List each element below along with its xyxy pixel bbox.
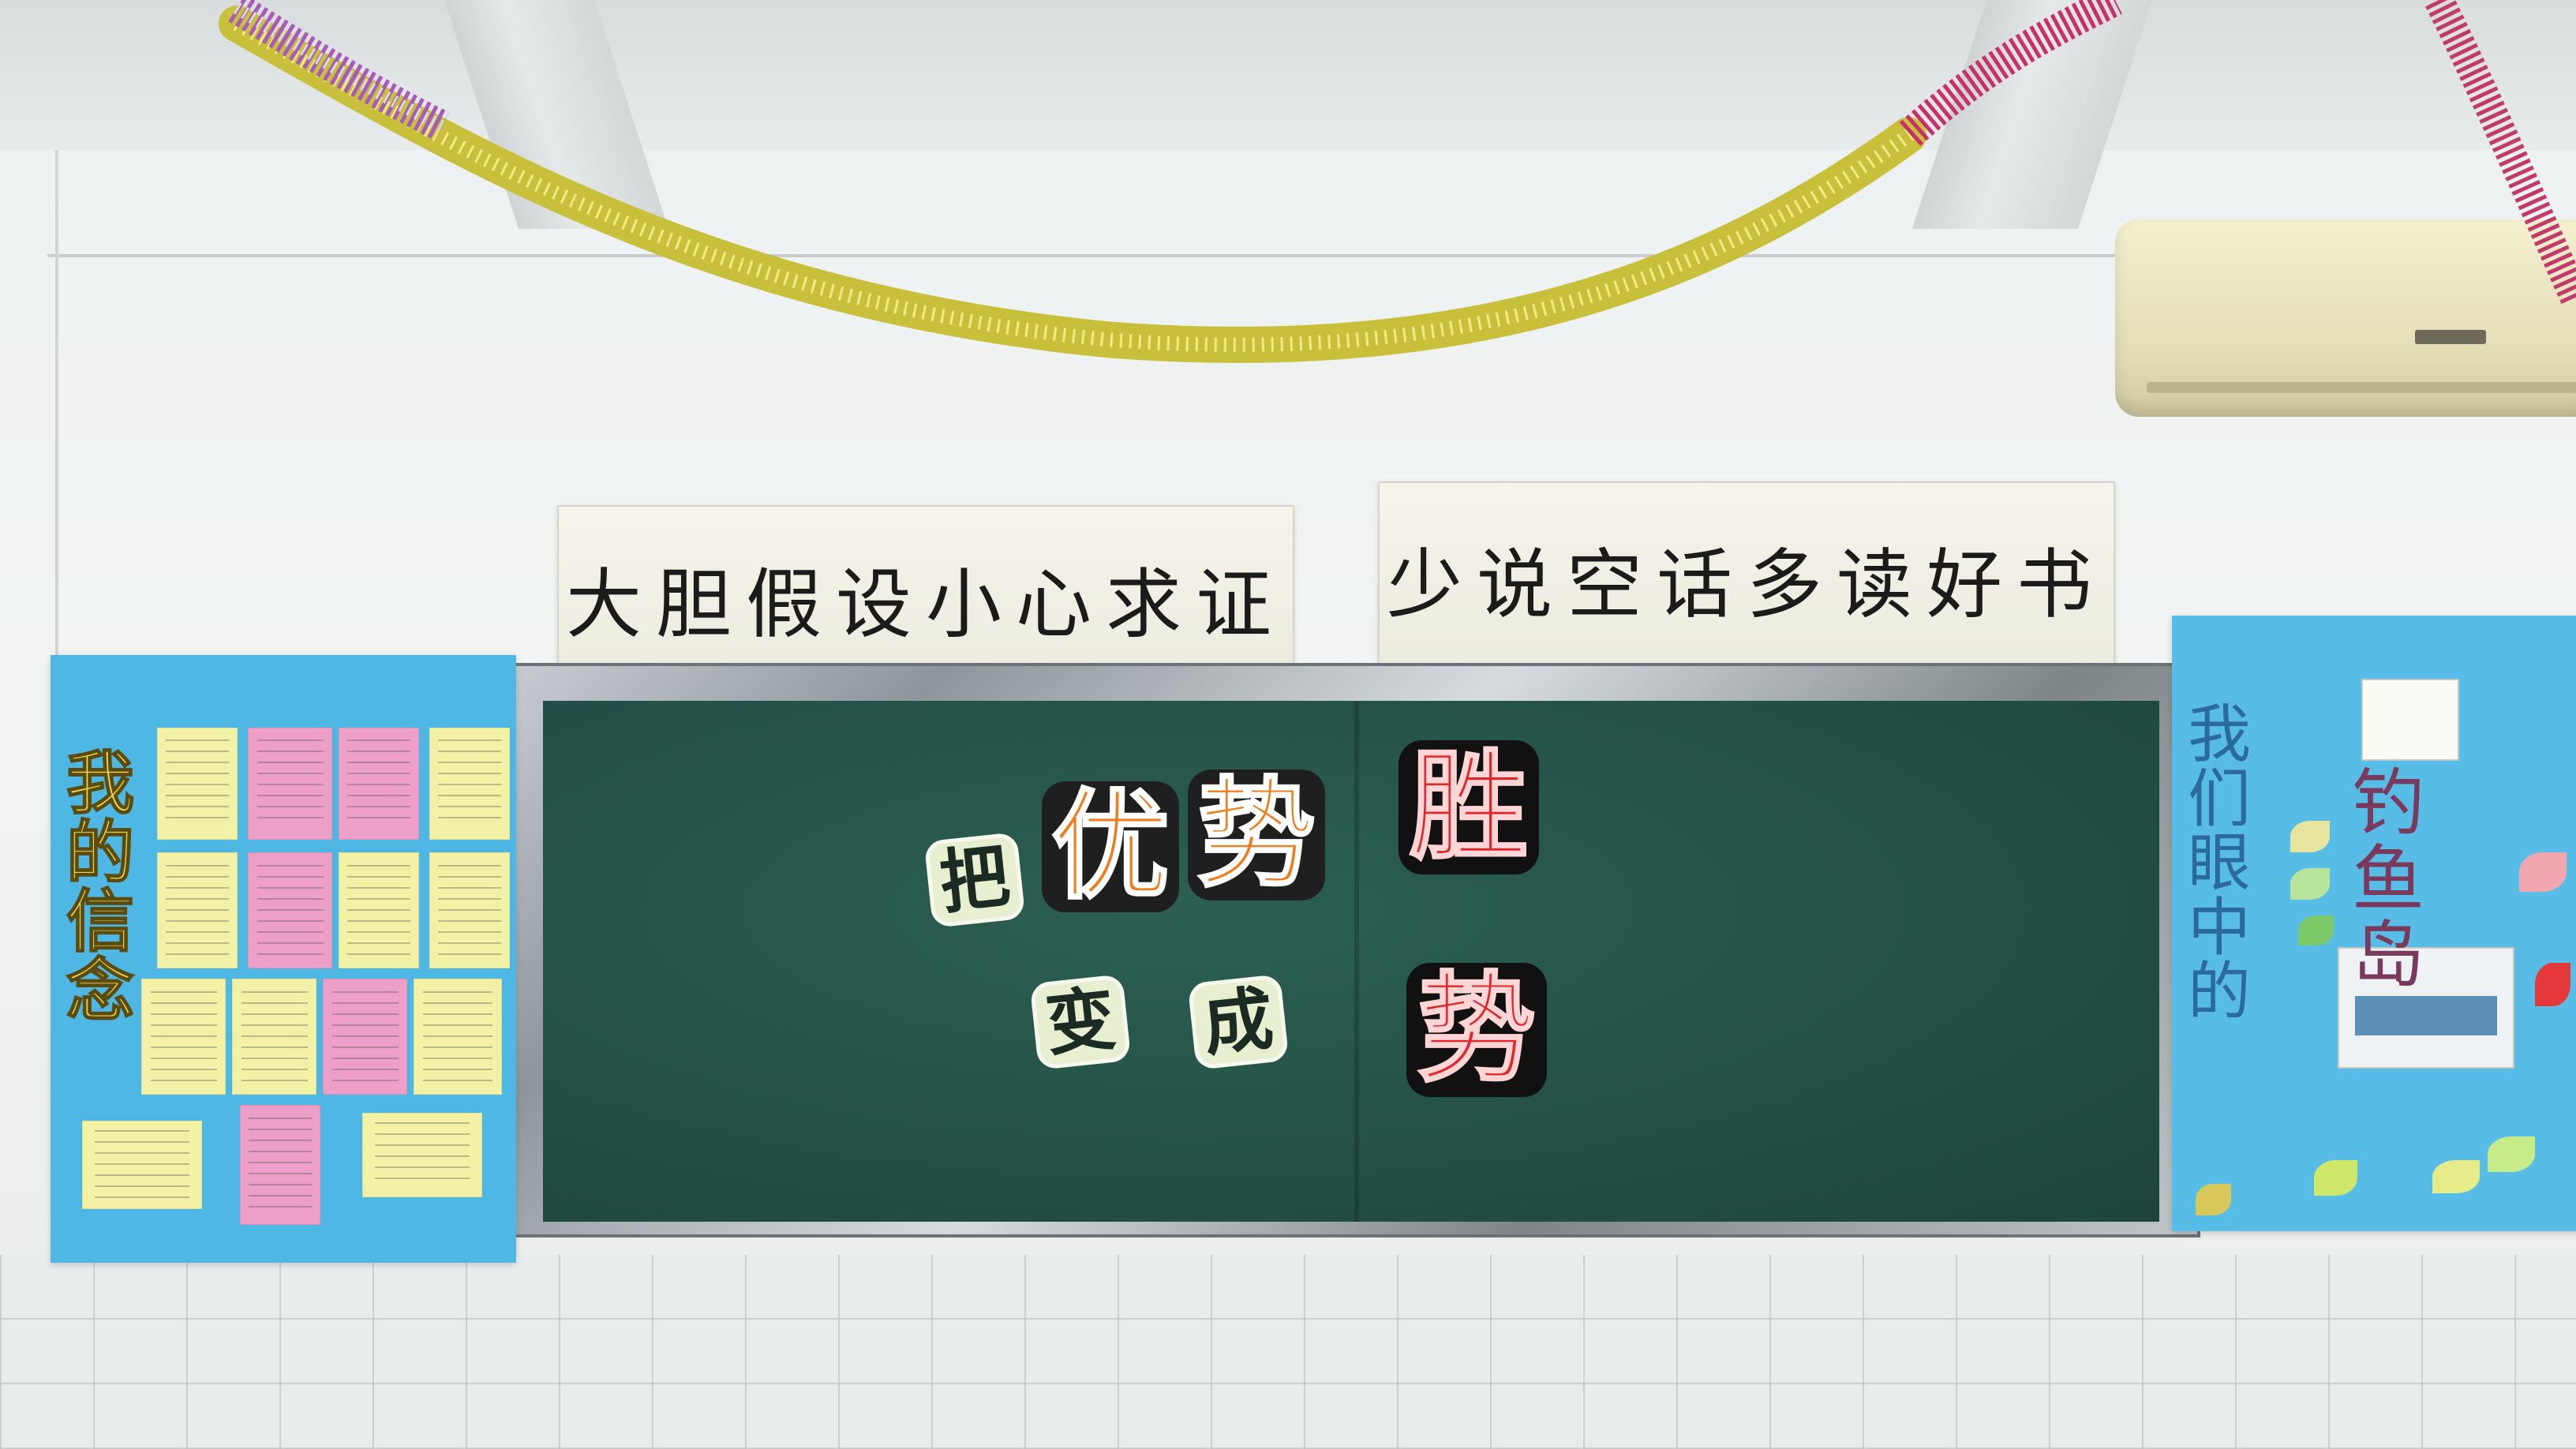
ac-vent — [2147, 382, 2576, 393]
note-paper — [429, 852, 510, 968]
paper-leaf — [2519, 852, 2567, 892]
paper-leaf — [2290, 821, 2330, 852]
sticker-you: 优 — [1042, 781, 1180, 912]
paper-leaf — [2488, 1136, 2535, 1172]
left-title-char: 念 — [66, 952, 135, 1032]
left-title-char: 的 — [66, 813, 135, 893]
silver-tinsel-highlight — [233, 2, 445, 133]
calligraphy-text-left: 大胆假设小心求证 — [566, 560, 1286, 649]
right-board-title: 钓 鱼 岛 — [2352, 761, 2425, 998]
sticker-shi: 势 — [1188, 769, 1326, 900]
note-paper — [157, 728, 238, 840]
calligraphy-scroll-left: 大胆假设小心求证 — [557, 505, 1294, 690]
right-title-char: 岛 — [2352, 913, 2425, 998]
photo-card — [2338, 947, 2514, 1069]
note-paper — [240, 1105, 320, 1225]
note-paper — [414, 979, 502, 1095]
note-paper — [248, 728, 332, 840]
right-board-vertical-text: 我 们 眼 中 的 — [2188, 702, 2251, 1024]
note-paper — [323, 979, 407, 1095]
gold-tinsel-highlight — [233, 17, 1915, 352]
sticker-ba: 把 — [923, 832, 1026, 928]
paper-leaf — [2432, 1160, 2480, 1193]
right-vertical-char: 我 — [2188, 698, 2251, 771]
left-title-char: 信 — [66, 882, 135, 962]
paper-leaf — [2298, 915, 2334, 945]
right-vertical-char: 眼 — [2188, 826, 2251, 900]
note-paper — [429, 728, 510, 840]
air-conditioner — [2115, 219, 2576, 417]
note-paper — [248, 852, 332, 968]
sticker-cheng: 成 — [1187, 974, 1290, 1070]
note-paper — [232, 979, 316, 1095]
note-paper — [362, 1113, 482, 1197]
paper-leaf — [2314, 1160, 2357, 1196]
right-vertical-char: 们 — [2188, 762, 2251, 836]
right-bulletin-board: 我 们 眼 中 的 — [2172, 616, 2576, 1231]
blackboard — [543, 701, 2159, 1222]
note-paper — [339, 852, 419, 968]
left-bulletin-board: 我 的 信 念 — [51, 655, 516, 1263]
note-paper — [339, 728, 419, 840]
note-paper — [157, 852, 238, 968]
ac-display-panel — [2415, 330, 2486, 344]
sticker-shi-2: 势 — [1406, 963, 1548, 1097]
wall-tiles — [0, 1255, 2576, 1449]
right-vertical-char: 的 — [2188, 955, 2251, 1029]
note-paper — [82, 1121, 202, 1209]
pink-tinsel-right — [1899, 0, 2122, 146]
sticker-sheng: 胜 — [1398, 740, 1540, 874]
right-title-char: 钓 — [2352, 761, 2425, 845]
wall-molding — [47, 254, 2573, 257]
calligraphy-scroll-right: 少说空话多读好书 — [1378, 481, 2115, 674]
right-title-char: 鱼 — [2352, 837, 2425, 922]
tinsel-garlands — [219, 0, 2576, 363]
paper-leaf — [2535, 963, 2570, 1006]
note-paper — [141, 979, 226, 1095]
calligraphy-text-right: 少说空话多读好书 — [1387, 540, 2106, 629]
blackboard-seam — [1354, 701, 1359, 1222]
left-board-title: 我 的 信 念 — [66, 744, 135, 1032]
stamp-card — [2361, 679, 2459, 761]
sticker-bian: 变 — [1029, 974, 1132, 1070]
paper-leaf — [2290, 868, 2330, 900]
gold-tinsel — [219, 6, 1928, 363]
left-title-char: 我 — [66, 744, 135, 823]
pink-tinsel-edge — [2425, 0, 2576, 306]
right-vertical-char: 中 — [2188, 890, 2251, 964]
paper-leaf — [2196, 1184, 2231, 1215]
